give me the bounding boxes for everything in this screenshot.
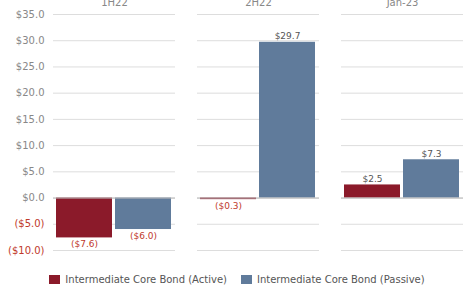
svg-text:$20.0: $20.0 [16,87,45,98]
svg-text:$10.0: $10.0 [16,140,45,151]
svg-text:$2.5: $2.5 [362,174,382,184]
svg-text:($6.0): ($6.0) [130,231,157,241]
svg-text:$7.3: $7.3 [421,149,441,159]
svg-text:Jan-23: Jan-23 [386,0,419,8]
html-text:Intermediate Core Bond (Active: Intermediate Core Bond (Active) [65,274,227,285]
svg-text:($7.6): ($7.6) [71,239,98,249]
svg-text:$15.0: $15.0 [16,114,45,125]
svg-text:$35.0: $35.0 [16,9,45,20]
svg-text:$29.7: $29.7 [275,31,301,41]
svg-text:$0.0: $0.0 [22,192,44,203]
svg-text:$30.0: $30.0 [16,35,45,46]
svg-text:2H22: 2H22 [245,0,272,8]
svg-text:1H22: 1H22 [101,0,128,8]
svg-text:$25.0: $25.0 [16,61,45,72]
html-text:Intermediate Core Bond (Passiv: Intermediate Core Bond (Passive) [257,274,425,285]
svg-text:$5.0: $5.0 [22,166,44,177]
svg-text:($0.3): ($0.3) [215,201,242,211]
svg-text:($5.0): ($5.0) [14,218,44,229]
svg-text:($10.0): ($10.0) [8,245,45,256]
